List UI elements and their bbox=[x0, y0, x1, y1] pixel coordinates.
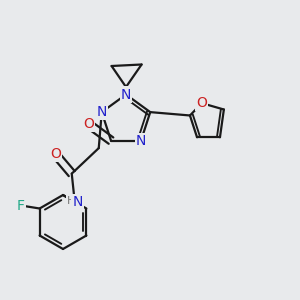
Text: N: N bbox=[121, 88, 131, 101]
Text: H: H bbox=[67, 196, 75, 206]
Text: N: N bbox=[97, 105, 107, 119]
Text: N: N bbox=[136, 134, 146, 148]
Text: O: O bbox=[196, 96, 207, 110]
Text: N: N bbox=[73, 195, 83, 209]
Text: O: O bbox=[83, 117, 94, 131]
Text: F: F bbox=[17, 199, 25, 212]
Text: O: O bbox=[50, 147, 61, 161]
